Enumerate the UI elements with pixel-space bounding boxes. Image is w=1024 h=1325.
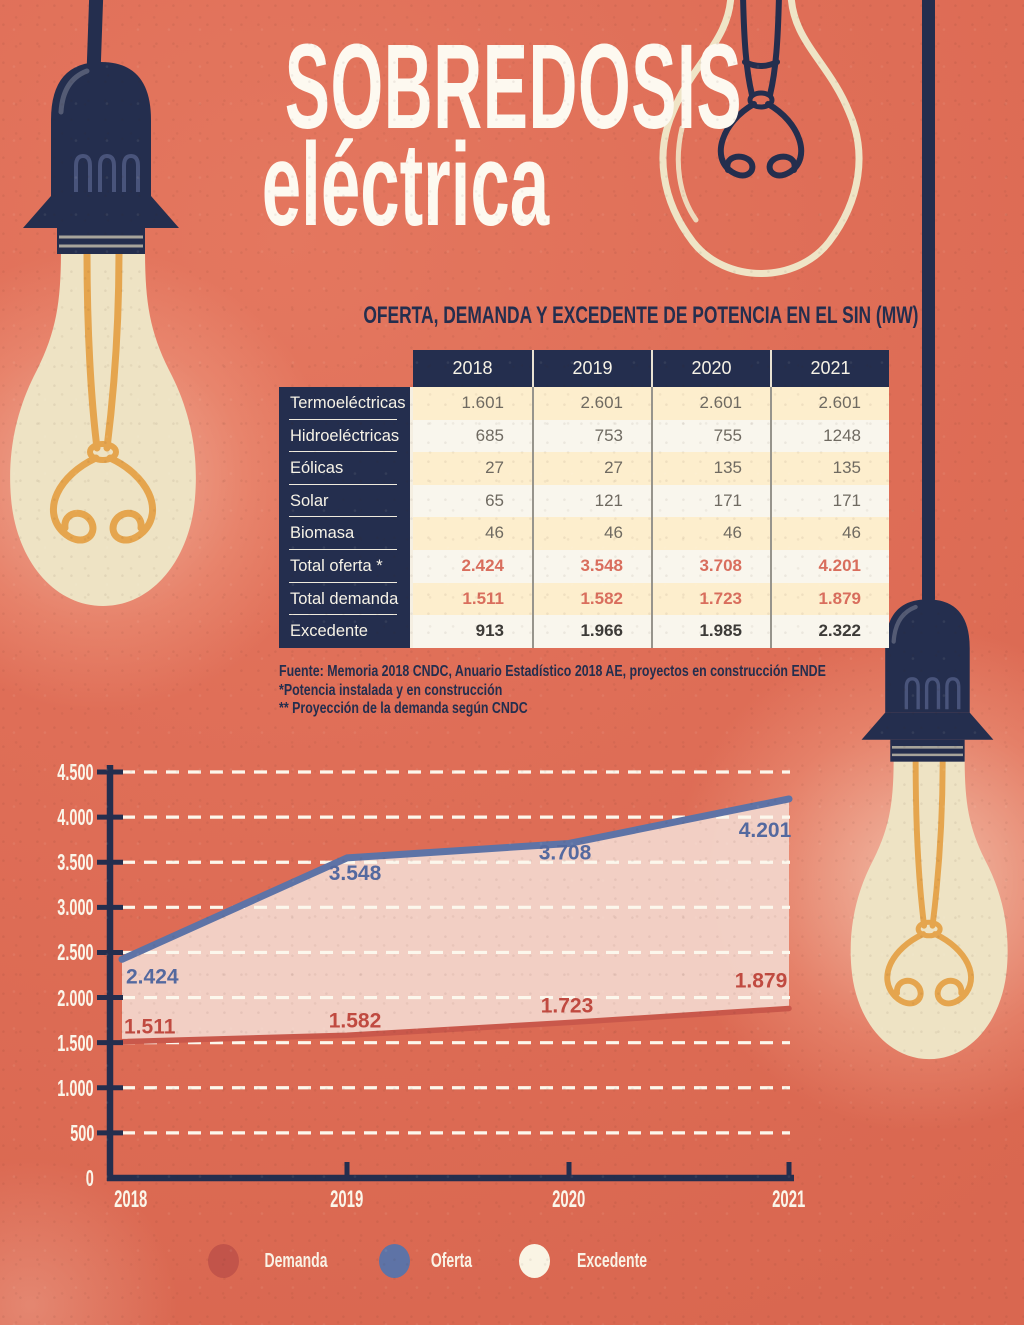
table-title: OFERTA, DEMANDA Y EXCEDENTE DE POTENCIA … [363,302,919,329]
y-tick-label: 500 [69,1119,94,1146]
table-row-label: Total demanda ** [279,582,413,640]
table-cell: 121 [532,484,651,518]
page-subtitle: eléctrica [105,126,705,244]
table-cell: 753 [532,419,651,453]
table-year-header: 2021 [770,350,889,387]
table-cell: 2.601 [770,387,889,420]
table-cell: 65 [413,484,532,518]
table-cell: 3.708 [651,549,770,583]
demanda-swatch-icon [208,1244,239,1278]
source-line-1: Fuente: Memoria 2018 CNDC, Anuario Estad… [279,663,826,680]
table-cell: 171 [770,484,889,518]
table-cell: 46 [651,517,770,550]
table-cell: 4.201 [770,549,889,583]
legend-label-demanda: Demanda [264,1249,328,1272]
y-tick-label: 4.000 [57,804,94,831]
table-cell: 755 [651,419,770,453]
demanda-value-label: 1.582 [329,1009,382,1032]
table-cell: 2.322 [770,615,889,648]
y-tick-label: 1.000 [57,1074,94,1101]
table-cell: 135 [770,452,889,485]
table-corner [279,350,413,387]
title-text-1: SOBREDOSIS [284,18,743,154]
table-cell: 2.601 [651,387,770,420]
table-year-header: 2019 [532,350,651,387]
y-tick-label: 4.500 [57,759,94,785]
table-cell: 171 [651,484,770,518]
demanda-value-label: 1.511 [124,1016,176,1039]
table-cell: 913 [413,615,532,648]
table-cell: 1.511 [413,582,532,616]
table-cell: 1.723 [651,582,770,616]
table-cell: 1.582 [532,582,651,616]
oferta-value-label: 3.708 [539,841,592,864]
table-row-label: Total oferta * [279,549,413,584]
y-tick-label: 0 [85,1165,94,1191]
table-row-label: Termoeléctricas [279,387,413,421]
y-tick-label: 2.500 [57,939,94,966]
table-cell: 27 [532,452,651,485]
table-cell: 3.548 [532,549,651,583]
table-row-label: Solar [279,484,413,518]
table-row-label: Eólicas [279,452,413,486]
legend-item-excedente: Excedente [518,1244,662,1278]
table-cell: 27 [413,452,532,485]
oferta-swatch-icon [379,1244,411,1278]
oferta-value-label: 2.424 [126,965,179,988]
x-tick-label: 2019 [330,1186,364,1213]
source-line-3: ** Proyección de la demanda según CNDC [279,700,528,717]
chart-legend: Demanda Oferta Excedente [0,1244,870,1278]
y-tick-label: 1.500 [57,1029,94,1056]
table-row-label: Biomasa [279,517,413,551]
legend-item-demanda: Demanda [208,1244,341,1278]
table-cell: 46 [532,517,651,550]
legend-label-oferta: Oferta [430,1249,473,1272]
page-title: SOBREDOSIS [105,26,742,147]
legend-item-oferta: Oferta [379,1244,481,1278]
legend-label-excedente: Excedente [576,1249,647,1272]
table-cell: 1.601 [413,387,532,420]
outline-bulb-glass [659,0,863,277]
outline-lightbulb-illustration [659,0,863,277]
table-cell: 1.966 [532,615,651,648]
title-text-2: eléctrica [261,119,549,251]
outline-filament-icon [717,0,805,179]
y-tick-label: 2.000 [57,984,94,1011]
table-cell: 2.601 [532,387,651,420]
table-cell: 46 [413,517,532,550]
source-note: Fuente: Memoria 2018 CNDC, Anuario Estad… [279,663,963,719]
table-year-header: 2018 [413,350,532,387]
table-cell: 135 [651,452,770,485]
data-table: 2018 2019 2020 2021 Termoeléctricas 1.601 2.60… [279,350,889,648]
excedente-swatch-icon [518,1244,550,1278]
table-cell: 1.879 [770,582,889,616]
x-tick-label: 2021 [772,1186,806,1213]
table-cell: 1.985 [651,615,770,648]
y-tick-label: 3.500 [57,849,94,876]
x-tick-label: 2020 [552,1186,586,1213]
table-row-label: Excedente [279,615,413,648]
table-cell: 1248 [770,419,889,453]
outline-bulb-glint [675,125,699,223]
right-bulb-cord [922,0,935,602]
demanda-value-label: 1.723 [541,995,594,1018]
source-line-2: *Potencia instalada y en construcción [279,681,503,699]
table-year-header: 2020 [651,350,770,387]
table-cell: 46 [770,517,889,550]
x-tick-label: 2018 [114,1186,148,1213]
oferta-value-label: 3.548 [329,862,382,885]
table-cell: 2.424 [413,549,532,583]
table-row-label: Hidroeléctricas [279,419,413,453]
table-cell: 685 [413,419,532,453]
y-tick-label: 3.000 [57,894,94,921]
